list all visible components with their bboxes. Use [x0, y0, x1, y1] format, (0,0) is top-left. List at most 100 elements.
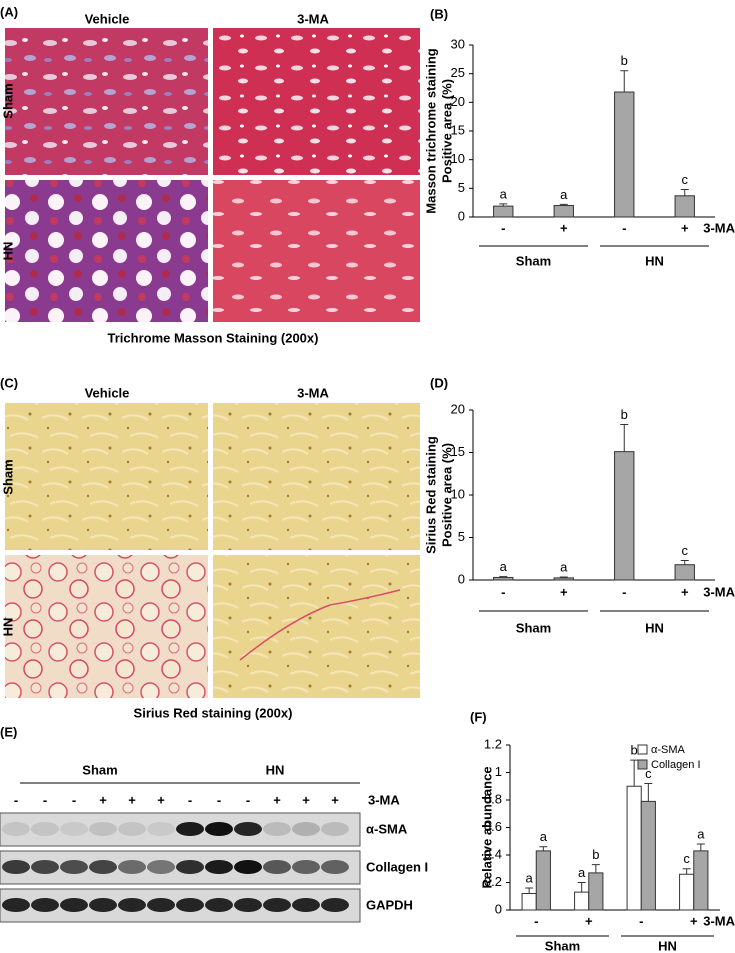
- blot-band: [60, 860, 88, 874]
- panel-label: (D): [430, 375, 448, 390]
- treatment-label: 3-MA: [368, 792, 400, 807]
- group-label: Sham: [82, 762, 117, 777]
- x-tick-label: +: [681, 584, 689, 599]
- blot-band: [205, 860, 233, 874]
- x-tick-label: +: [560, 584, 568, 599]
- bar: [553, 577, 574, 581]
- bar: [674, 564, 695, 581]
- error-bar: [620, 423, 629, 452]
- annotation: c: [682, 543, 689, 558]
- lane-sign: -: [43, 792, 47, 807]
- annotation: c: [683, 851, 690, 866]
- x-tick-label: +: [690, 913, 698, 928]
- lane-sign: +: [273, 792, 281, 807]
- x-tick-label: +: [681, 220, 689, 235]
- error-bar: [682, 868, 691, 875]
- annotation: a: [697, 826, 705, 841]
- annotation: b: [621, 407, 628, 422]
- y-tick-label: 5: [458, 529, 465, 544]
- bar: [493, 205, 514, 218]
- y-axis-label: Sirius Red staining: [423, 436, 438, 554]
- blot-band: [2, 898, 30, 912]
- blot-band: [263, 860, 291, 874]
- blot-band: [2, 822, 30, 836]
- y-tick-label: 20: [451, 94, 465, 109]
- y-tick-label: 20: [451, 401, 465, 416]
- blot-band: [263, 898, 291, 912]
- annotation: c: [645, 766, 652, 781]
- group-label: Sham: [516, 620, 551, 635]
- y-tick-label: 1.2: [484, 736, 502, 751]
- bar: [693, 850, 709, 911]
- bar: [535, 850, 551, 911]
- annotation: b: [592, 847, 599, 862]
- group-label: Sham: [545, 938, 580, 953]
- lane-sign: -: [72, 792, 76, 807]
- group-label: HN: [266, 762, 285, 777]
- annotation: a: [500, 559, 508, 574]
- error-bar: [680, 559, 689, 565]
- blot-band: [292, 898, 320, 912]
- x-tick-label: -: [534, 913, 538, 928]
- micrograph: [5, 28, 208, 175]
- bar: [679, 873, 695, 911]
- bar: [674, 195, 695, 218]
- blot-band: [147, 898, 175, 912]
- y-tick-label: 15: [451, 122, 465, 137]
- x-tick-label: -: [639, 913, 643, 928]
- blot-band: [321, 860, 349, 874]
- blot-band: [205, 898, 233, 912]
- y-tick-label: 5: [458, 180, 465, 195]
- blot-band: [31, 822, 59, 836]
- bar: [493, 576, 514, 581]
- micrograph: [213, 180, 420, 322]
- x-tick-label: -: [501, 220, 505, 235]
- y-tick-label: 0: [458, 208, 465, 223]
- blot-band: [147, 822, 175, 836]
- blot-band: [89, 860, 117, 874]
- column-label: 3-MA: [297, 385, 329, 400]
- blot-band: [263, 822, 291, 836]
- annotation: a: [578, 865, 586, 880]
- row-label: Sham: [0, 459, 15, 494]
- panel-label: (B): [430, 6, 448, 21]
- x-axis-label: 3-MA: [703, 913, 735, 928]
- error-bar: [499, 203, 508, 207]
- annotation: b: [631, 743, 638, 758]
- error-bar: [539, 846, 548, 851]
- row-label: HN: [0, 618, 15, 637]
- blot-band: [321, 898, 349, 912]
- annotation: a: [540, 829, 548, 844]
- y-tick-label: 0.4: [484, 846, 502, 861]
- x-tick-label: -: [501, 584, 505, 599]
- lane-sign: -: [217, 792, 221, 807]
- group-label: HN: [658, 938, 677, 953]
- x-axis-label: 3-MA: [703, 220, 735, 235]
- column-label: 3-MA: [297, 11, 329, 26]
- column-label: Vehicle: [85, 11, 130, 26]
- annotation: c: [682, 172, 689, 187]
- blot-band: [2, 860, 30, 874]
- blot-label: Collagen I: [366, 859, 428, 874]
- legend-swatch: [637, 744, 648, 755]
- blot-band: [31, 898, 59, 912]
- lane-sign: +: [157, 792, 165, 807]
- y-tick-label: 0.2: [484, 874, 502, 889]
- legend-label: Collagen I: [651, 759, 701, 771]
- blot-band: [176, 860, 204, 874]
- y-tick-label: 25: [451, 65, 465, 80]
- y-tick-label: 1: [495, 764, 502, 779]
- error-bar: [591, 864, 600, 873]
- blot-band: [60, 822, 88, 836]
- lane-sign: +: [128, 792, 136, 807]
- blot-band: [234, 822, 262, 836]
- bar: [574, 891, 590, 911]
- blot-band: [176, 822, 204, 836]
- caption: Sirius Red staining (200x): [134, 705, 293, 720]
- x-tick-label: +: [560, 220, 568, 235]
- annotation: a: [560, 559, 568, 574]
- y-tick-label: 30: [451, 36, 465, 51]
- row-label: HN: [0, 242, 15, 261]
- error-bar: [559, 203, 568, 206]
- x-tick-label: +: [585, 913, 593, 928]
